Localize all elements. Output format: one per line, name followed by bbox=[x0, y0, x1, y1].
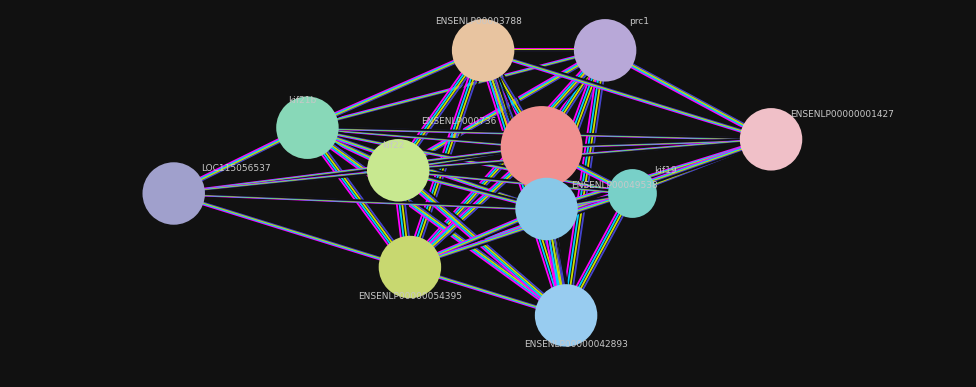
Ellipse shape bbox=[142, 162, 205, 225]
Ellipse shape bbox=[276, 96, 339, 159]
Text: ENSENLP00000001427: ENSENLP00000001427 bbox=[791, 110, 894, 119]
Text: ENSENLP000736: ENSENLP000736 bbox=[421, 117, 497, 127]
Ellipse shape bbox=[379, 236, 441, 298]
Text: kif22: kif22 bbox=[383, 140, 404, 150]
Ellipse shape bbox=[501, 106, 583, 188]
Ellipse shape bbox=[608, 169, 657, 218]
Text: ENSENLP00000054395: ENSENLP00000054395 bbox=[358, 291, 462, 301]
Text: prc1: prc1 bbox=[630, 17, 649, 26]
Text: kif21b: kif21b bbox=[289, 96, 316, 105]
Ellipse shape bbox=[535, 284, 597, 347]
Text: LOC115056537: LOC115056537 bbox=[201, 164, 270, 173]
Text: kif19: kif19 bbox=[654, 166, 676, 175]
Ellipse shape bbox=[367, 139, 429, 202]
Ellipse shape bbox=[452, 19, 514, 82]
Ellipse shape bbox=[574, 19, 636, 82]
Ellipse shape bbox=[740, 108, 802, 171]
Text: ENSENLP00000042893: ENSENLP00000042893 bbox=[524, 340, 628, 349]
Text: ENSENLP00003788: ENSENLP00003788 bbox=[434, 17, 522, 26]
Text: ENSENLP00049538: ENSENLP00049538 bbox=[571, 181, 658, 190]
Ellipse shape bbox=[515, 178, 578, 240]
